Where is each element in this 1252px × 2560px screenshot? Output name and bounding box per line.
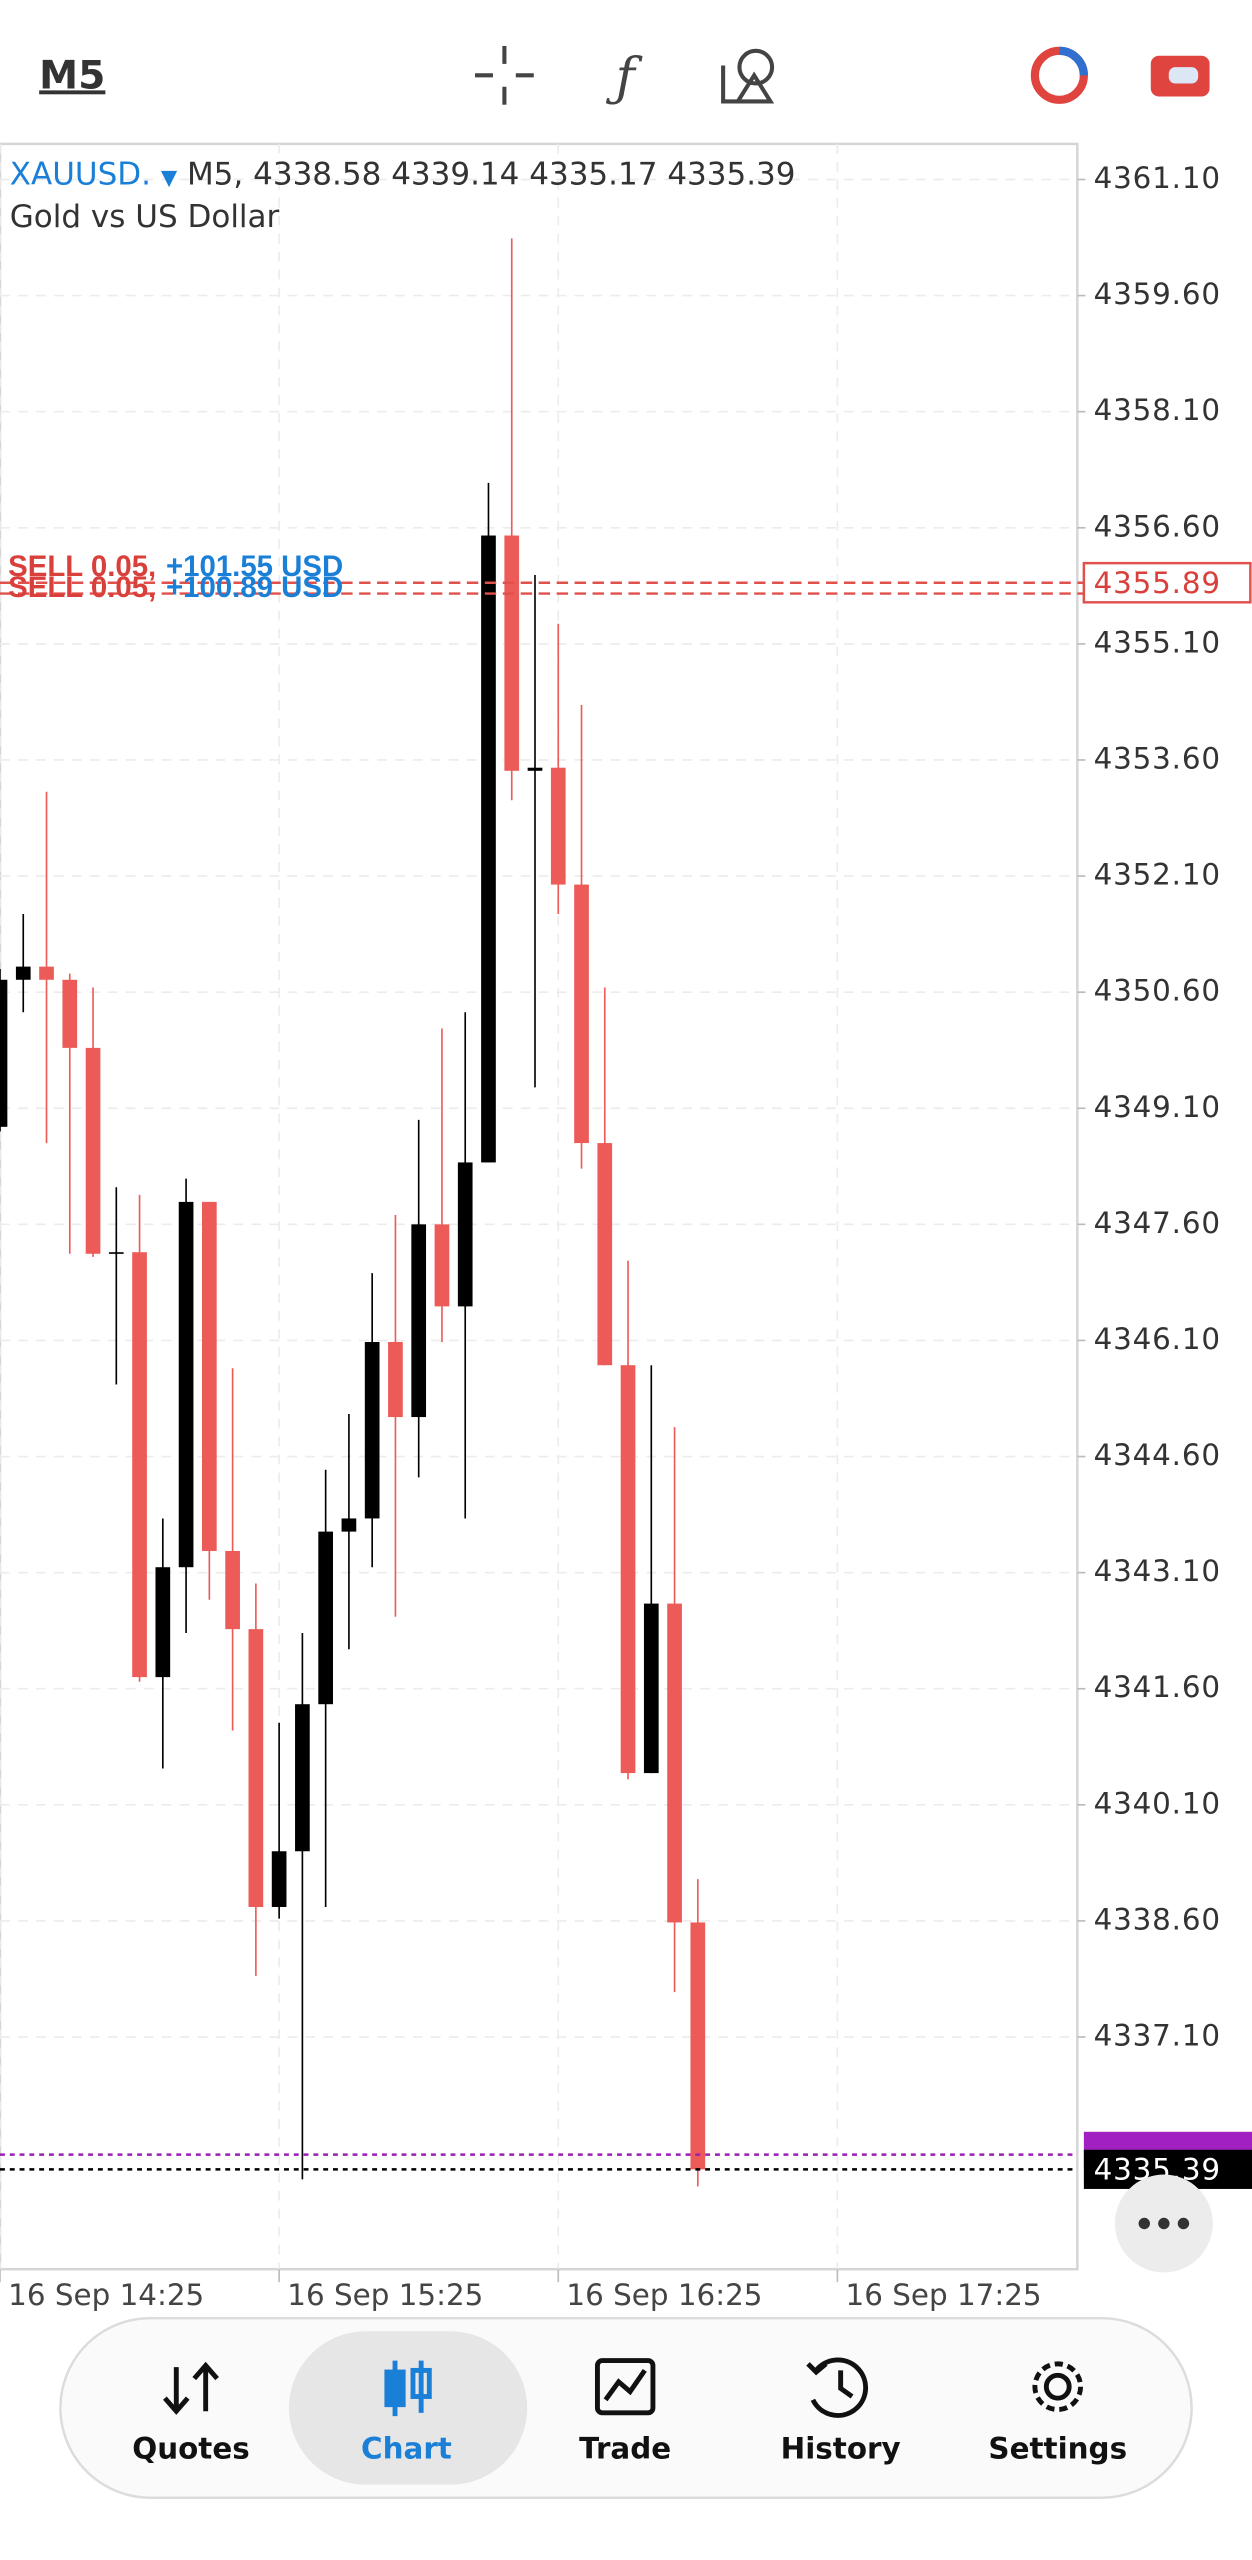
y-tick-label: 4341.60: [1094, 1670, 1221, 1704]
nav-item[interactable]: Trade: [579, 2432, 671, 2466]
y-tick-label: 4350.60: [1094, 974, 1221, 1008]
candle-body: [225, 1550, 240, 1630]
plot: 4361.10 4359.60 4358.10 4356.60 4355.10 4353.…: [0, 143, 1252, 2312]
trade-icon[interactable]: [1150, 55, 1210, 97]
settings-icon: [1032, 2361, 1084, 2413]
candle-body: [155, 1567, 171, 1678]
crosshair-icon[interactable]: [475, 45, 534, 105]
low-value: 4335.17: [529, 157, 657, 193]
y-tick-label: 4359.60: [1094, 277, 1221, 311]
nav-item[interactable]: History: [781, 2432, 901, 2466]
description: Gold vs US Dollar: [10, 199, 280, 235]
candle-body: [411, 1224, 427, 1418]
y-tick-label: 4356.60: [1094, 509, 1221, 543]
account-icon[interactable]: [1030, 46, 1088, 104]
chart-header: XAUUSD. ▼ M5, 4338.58 4339.14 4335.17 4335…: [10, 157, 796, 193]
order-side: SELL 0.05,: [8, 550, 156, 583]
history-icon: [806, 2357, 869, 2418]
y-tick-label: 4344.60: [1094, 1438, 1221, 1472]
y-tick-label: 4361.10: [1094, 161, 1221, 195]
order-label[interactable]: SELL 0.05, +100.89 USD: [8, 571, 343, 604]
y-tick-label: 4337.10: [1094, 2019, 1221, 2053]
more-button[interactable]: [1114, 2174, 1213, 2273]
y-tick-label: 4358.10: [1094, 393, 1221, 427]
nav-item[interactable]: Quotes: [132, 2432, 250, 2466]
candle-body: [481, 535, 496, 1163]
timeframe: M5,: [187, 157, 243, 193]
candle-body: [202, 1201, 217, 1551]
y-tick-label: 4352.10: [1094, 858, 1221, 892]
y-tick-label: 4349.10: [1094, 1090, 1221, 1124]
candle-body: [108, 1252, 124, 1254]
high-value: 4339.14: [391, 157, 519, 193]
x-tick-label: 16 Sep 16:25: [566, 2278, 762, 2312]
candle-body: [85, 1047, 101, 1254]
y-tick-label: 4355.10: [1094, 625, 1221, 659]
candle-body: [271, 1851, 287, 1907]
candle-body: [574, 884, 589, 1144]
order-price-box: [1082, 561, 1252, 604]
candle-body: [132, 1252, 147, 1678]
objects-icon[interactable]: [721, 48, 775, 104]
candle-body: [0, 979, 8, 1127]
candle-body: [504, 535, 520, 771]
candle-body: [62, 979, 78, 1048]
order-label[interactable]: SELL 0.05, +101.55 USD: [8, 550, 343, 583]
candle-body: [341, 1518, 357, 1532]
order-profit: +100.89 USD: [166, 571, 343, 604]
candle-body: [690, 1922, 706, 2170]
candle-body: [248, 1629, 264, 1907]
x-tick-label: 16 Sep 15:25: [287, 2278, 483, 2312]
close-value: 4335.39: [667, 157, 795, 193]
candle-body: [550, 767, 566, 885]
candle-body: [39, 966, 54, 980]
y-tick-label: 4347.60: [1094, 1206, 1221, 1240]
candle-body: [667, 1603, 682, 1923]
trade-nav-icon: [594, 2358, 656, 2416]
candle-body: [620, 1365, 636, 1774]
y-tick-label: 4346.10: [1094, 1322, 1221, 1356]
y-tick-label: 4338.60: [1094, 1902, 1221, 1936]
nav-item[interactable]: Chart: [361, 2432, 452, 2466]
x-tick-label: 16 Sep 17:25: [846, 2278, 1042, 2312]
candle-body: [388, 1341, 403, 1418]
open-value: 4338.58: [253, 157, 381, 193]
nav-bar: [59, 2316, 1193, 2499]
candle-body: [364, 1341, 380, 1519]
quotes-icon: [163, 2361, 219, 2415]
order-price-label: 4355.89: [1094, 566, 1221, 600]
chart-icon: [384, 2360, 432, 2417]
candle-body: [318, 1531, 333, 1705]
timeframe-button[interactable]: M5: [39, 53, 105, 98]
y-tick-label: 4340.10: [1094, 1786, 1221, 1820]
candle-body: [527, 767, 543, 771]
nav-active-pill: [288, 2331, 528, 2485]
indicators-icon[interactable]: ƒ: [606, 48, 644, 108]
candle-body: [643, 1603, 659, 1774]
chart-frame: [0, 142, 1079, 2271]
y-tick-label: 4343.10: [1094, 1554, 1221, 1588]
candle-body: [434, 1224, 450, 1307]
y-tick-label: 4353.60: [1094, 741, 1221, 775]
candle-body: [178, 1201, 194, 1568]
symbol-dropdown[interactable]: ▼: [161, 166, 178, 191]
nav-labels: Quotes Chart Trade History Settings: [132, 2432, 1127, 2466]
symbol[interactable]: XAUUSD.: [10, 157, 151, 193]
candle-body: [457, 1162, 473, 1307]
candle-body: [597, 1143, 613, 1366]
candle-body: [15, 966, 31, 980]
nav-item[interactable]: Settings: [988, 2432, 1127, 2466]
order-side: SELL 0.05,: [8, 571, 156, 604]
x-tick-label: 16 Sep 14:25: [8, 2278, 204, 2312]
candle-body: [295, 1704, 310, 1852]
order-profit: +101.55 USD: [166, 550, 343, 583]
